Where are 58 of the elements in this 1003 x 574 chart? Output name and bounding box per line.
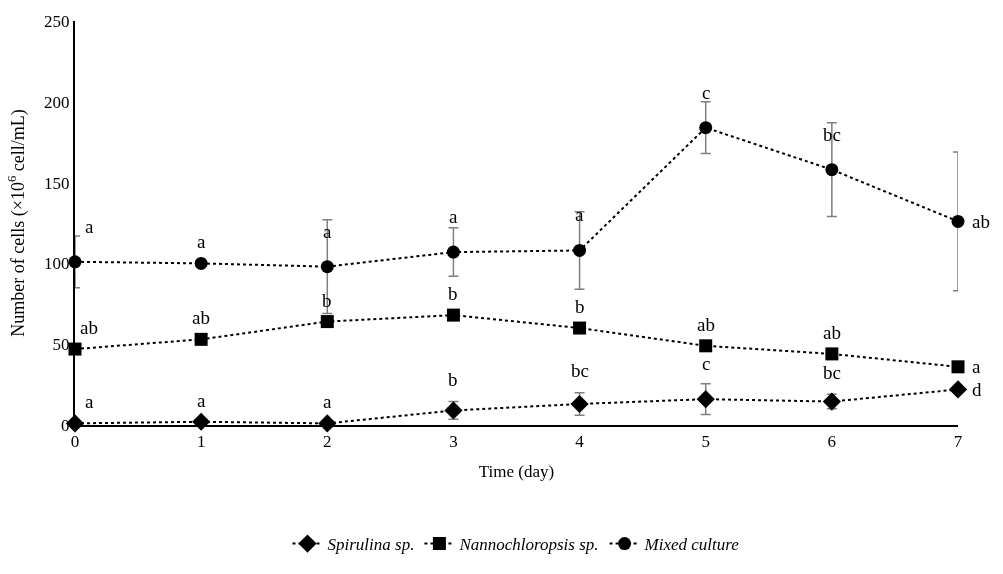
- point: [699, 339, 713, 353]
- point: [320, 315, 334, 329]
- annotation: a: [323, 221, 332, 242]
- x-axis-title: Time (day): [478, 462, 555, 482]
- x-tick-label: 6: [827, 432, 837, 452]
- point: [822, 392, 841, 411]
- annotation: a: [85, 391, 94, 412]
- point: [320, 260, 334, 274]
- y-tick-label: 150: [44, 173, 70, 193]
- legend-label: Spirulina sp.: [327, 535, 415, 555]
- point: [948, 380, 968, 399]
- annotation: b: [448, 283, 458, 304]
- annotation: b: [575, 296, 585, 317]
- annotation: d: [972, 379, 982, 400]
- annotation: a: [449, 206, 458, 227]
- annotation: b: [448, 369, 458, 390]
- annotation: ab: [192, 307, 210, 328]
- annotation: a: [575, 204, 584, 225]
- annotation: ab: [972, 211, 990, 232]
- point: [573, 321, 587, 335]
- y-tick-label: 100: [44, 254, 70, 274]
- point: [825, 163, 839, 177]
- point: [446, 245, 460, 259]
- annotation: ab: [823, 322, 841, 343]
- point: [696, 390, 715, 409]
- y-tick-label: 200: [44, 92, 70, 112]
- annotation: a: [197, 231, 206, 252]
- annotation: a: [972, 356, 981, 377]
- annotation: ab: [80, 317, 98, 338]
- point: [446, 308, 460, 322]
- point: [825, 347, 839, 361]
- y-tick-label: 250: [44, 11, 70, 31]
- legend-label: Nannochloropsis sp.: [458, 535, 599, 555]
- annotation: a: [323, 391, 332, 412]
- annotation: bc: [571, 360, 589, 381]
- x-tick-label: 2: [323, 432, 332, 452]
- x-tick-label: 4: [575, 432, 585, 452]
- point: [699, 121, 713, 135]
- annotation: c: [702, 82, 711, 103]
- annotation: ab: [697, 314, 715, 335]
- annotation: bc: [823, 124, 841, 145]
- y-tick-label: 50: [52, 335, 70, 355]
- x-tick-label: 5: [701, 432, 710, 452]
- annotation: b: [322, 290, 332, 311]
- point: [194, 256, 208, 270]
- annotation: c: [702, 353, 711, 374]
- x-tick-label: 3: [449, 432, 458, 452]
- annotation: a: [85, 216, 94, 237]
- point: [951, 214, 965, 228]
- x-tick-label: 1: [196, 432, 206, 452]
- point: [573, 243, 587, 257]
- point: [192, 412, 211, 431]
- annotation: a: [197, 390, 206, 411]
- x-tick-label: 7: [953, 432, 963, 452]
- legend-label: Mixed culture: [643, 535, 740, 555]
- annotation: bc: [823, 362, 841, 383]
- point: [194, 332, 208, 346]
- point: [951, 360, 965, 374]
